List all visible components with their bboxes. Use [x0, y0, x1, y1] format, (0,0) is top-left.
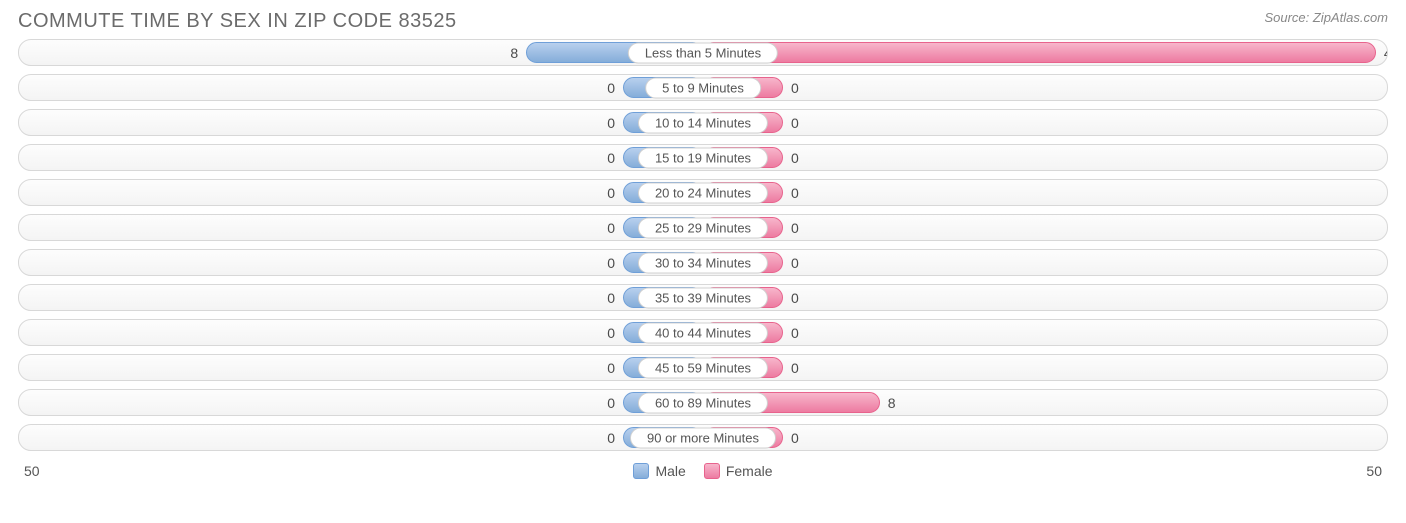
female-half: 0 [703, 145, 1387, 170]
male-swatch-icon [633, 463, 649, 479]
male-half: 0 [19, 215, 703, 240]
female-half: 0 [703, 425, 1387, 450]
female-half: 0 [703, 110, 1387, 135]
chart-area: 849Less than 5 Minutes005 to 9 Minutes00… [0, 39, 1406, 451]
female-value-label: 0 [791, 355, 799, 380]
category-pill: 10 to 14 Minutes [638, 112, 768, 133]
female-value-label: 0 [791, 75, 799, 100]
chart-row: 0 8 60 to 89 Minutes [18, 389, 1388, 416]
female-value-label: 49 [1384, 40, 1388, 65]
male-half: 0 [19, 145, 703, 170]
category-pill: 15 to 19 Minutes [638, 147, 768, 168]
source-attribution: Source: ZipAtlas.com [1264, 10, 1388, 25]
female-value-label: 0 [791, 110, 799, 135]
male-value-label: 8 [510, 40, 518, 65]
category-pill: 25 to 29 Minutes [638, 217, 768, 238]
female-half: 49 [703, 40, 1387, 65]
male-half: 0 [19, 320, 703, 345]
chart-row: 0 0 90 or more Minutes [18, 424, 1388, 451]
footer: 50 Male Female 50 [0, 459, 1406, 479]
female-value-label: 0 [791, 285, 799, 310]
female-value-label: 0 [791, 215, 799, 240]
female-value-label: 0 [791, 250, 799, 275]
female-half: 0 [703, 285, 1387, 310]
female-half: 0 [703, 180, 1387, 205]
chart-row: 0 0 15 to 19 Minutes [18, 144, 1388, 171]
chart-row: 0 0 35 to 39 Minutes [18, 284, 1388, 311]
male-half: 0 [19, 285, 703, 310]
legend-male: Male [633, 463, 685, 479]
male-value-label: 0 [607, 390, 615, 415]
legend-male-label: Male [655, 463, 685, 479]
female-swatch-icon [704, 463, 720, 479]
male-value-label: 0 [607, 285, 615, 310]
chart-row: 0 0 40 to 44 Minutes [18, 319, 1388, 346]
category-pill: 30 to 34 Minutes [638, 252, 768, 273]
male-value-label: 0 [607, 250, 615, 275]
category-pill: 5 to 9 Minutes [645, 77, 761, 98]
chart-title: COMMUTE TIME BY SEX IN ZIP CODE 83525 [18, 10, 457, 33]
male-half: 0 [19, 180, 703, 205]
female-half: 0 [703, 355, 1387, 380]
female-value-label: 0 [791, 180, 799, 205]
female-value-label: 8 [888, 390, 896, 415]
female-value-label: 0 [791, 145, 799, 170]
female-half: 0 [703, 75, 1387, 100]
male-value-label: 0 [607, 355, 615, 380]
male-half: 0 [19, 390, 703, 415]
male-value-label: 0 [607, 215, 615, 240]
male-value-label: 0 [607, 110, 615, 135]
male-value-label: 0 [607, 425, 615, 450]
axis-left-max: 50 [24, 463, 40, 479]
male-half: 0 [19, 355, 703, 380]
legend-female-label: Female [726, 463, 773, 479]
female-half: 8 [703, 390, 1387, 415]
chart-row: 0 0 20 to 24 Minutes [18, 179, 1388, 206]
axis-right-max: 50 [1366, 463, 1382, 479]
category-pill: 60 to 89 Minutes [638, 392, 768, 413]
category-pill: 90 or more Minutes [630, 427, 776, 448]
male-half: 0 [19, 250, 703, 275]
female-bar [703, 42, 1376, 63]
male-half: 0 [19, 110, 703, 135]
female-half: 0 [703, 250, 1387, 275]
chart-row: 0 0 25 to 29 Minutes [18, 214, 1388, 241]
category-pill: 40 to 44 Minutes [638, 322, 768, 343]
male-half: 0 [19, 75, 703, 100]
category-pill: 35 to 39 Minutes [638, 287, 768, 308]
chart-row: 0 0 5 to 9 Minutes [18, 74, 1388, 101]
category-pill: 45 to 59 Minutes [638, 357, 768, 378]
category-pill: 20 to 24 Minutes [638, 182, 768, 203]
legend-female: Female [704, 463, 773, 479]
male-half: 0 [19, 425, 703, 450]
female-half: 0 [703, 320, 1387, 345]
male-value-label: 0 [607, 75, 615, 100]
header: COMMUTE TIME BY SEX IN ZIP CODE 83525 So… [0, 0, 1406, 39]
category-pill: Less than 5 Minutes [628, 42, 778, 63]
female-half: 0 [703, 215, 1387, 240]
chart-row: 8 49 Less than 5 Minutes [18, 39, 1388, 66]
legend: Male Female [633, 463, 772, 479]
female-value-label: 0 [791, 425, 799, 450]
chart-row: 0 0 45 to 59 Minutes [18, 354, 1388, 381]
male-half: 8 [19, 40, 703, 65]
chart-row: 0 0 30 to 34 Minutes [18, 249, 1388, 276]
female-value-label: 0 [791, 320, 799, 345]
male-value-label: 0 [607, 145, 615, 170]
male-value-label: 0 [607, 320, 615, 345]
chart-row: 0 0 10 to 14 Minutes [18, 109, 1388, 136]
male-value-label: 0 [607, 180, 615, 205]
